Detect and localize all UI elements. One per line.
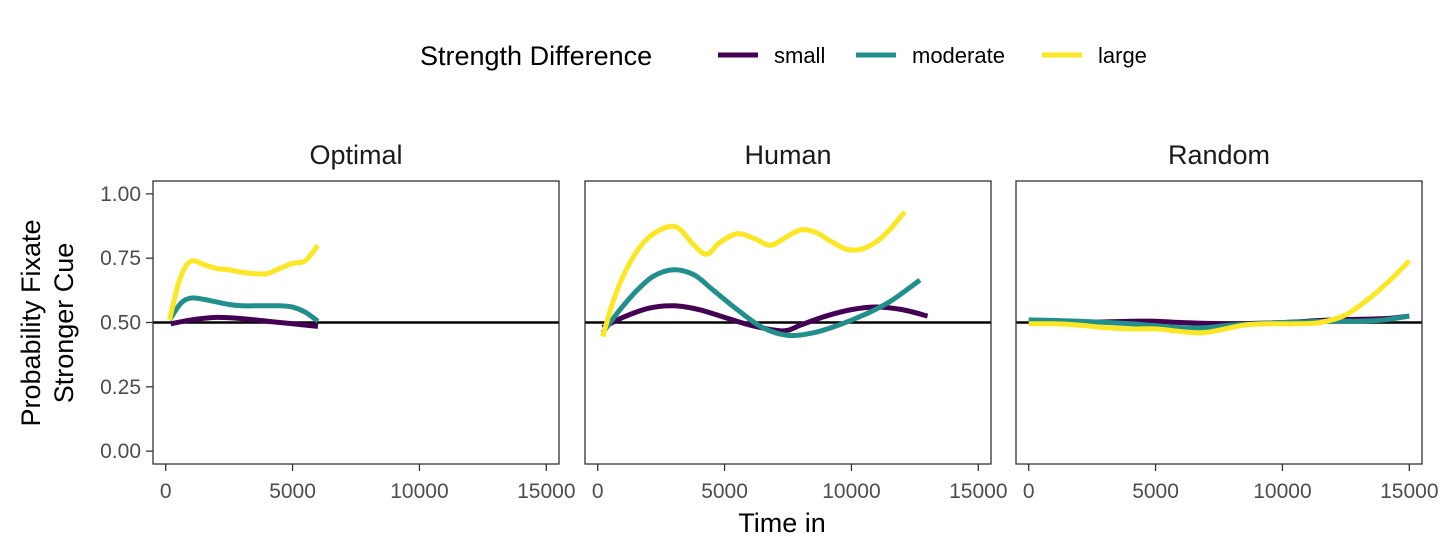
legend-label-large: large xyxy=(1098,43,1147,68)
x-tick-label-optimal-2: 10000 xyxy=(390,480,448,503)
y-axis-title-line-2: Stronger Cue xyxy=(49,243,79,404)
series-line-optimal-moderate xyxy=(167,295,320,324)
series-line-optimal-large xyxy=(167,243,320,321)
panel-random: Random 0 5000 10000 15000 xyxy=(1015,140,1439,503)
y-tick-label-3: 0.75 xyxy=(100,247,141,270)
x-tick-label-human-3: 15000 xyxy=(949,480,1007,503)
legend-label-small: small xyxy=(774,43,825,68)
x-axis-title: Time in xyxy=(738,508,826,538)
panel-title-optimal: Optimal xyxy=(309,140,402,170)
panel-border-human xyxy=(584,180,992,465)
x-tick-label-random-2: 10000 xyxy=(1253,480,1311,503)
x-tick-label-human-0: 0 xyxy=(592,480,604,503)
legend: Strength Difference small moderate large xyxy=(420,41,1147,71)
x-tick-label-random-3: 15000 xyxy=(1380,480,1438,503)
y-axis-title-line-1: Probability Fixate xyxy=(16,219,46,426)
series-line-human-large xyxy=(600,210,907,338)
x-tick-label-optimal-1: 5000 xyxy=(269,480,316,503)
x-tick-label-human-1: 5000 xyxy=(701,480,748,503)
series-line-optimal-small xyxy=(170,314,319,329)
x-tick-label-optimal-0: 0 xyxy=(160,480,172,503)
y-tick-label-0: 0.00 xyxy=(100,440,141,463)
series-line-random-large xyxy=(1028,258,1412,336)
panel-optimal: Optimal 0 5000 10000 15000 0.00 0.25 0.50 0.75 1.… xyxy=(100,140,575,503)
y-axis-title: Probability Fixate Stronger Cue xyxy=(16,219,79,426)
panel-title-human: Human xyxy=(744,140,831,170)
legend-label-moderate: moderate xyxy=(912,43,1005,68)
y-tick-label-4: 1.00 xyxy=(100,183,141,206)
panel-title-random: Random xyxy=(1168,140,1270,170)
panel-human: Human 0 5000 10000 15000 xyxy=(584,140,1008,503)
series-line-human-moderate xyxy=(600,267,922,339)
x-tick-label-random-1: 5000 xyxy=(1132,480,1179,503)
panel-border-random xyxy=(1015,180,1423,465)
x-tick-label-optimal-3: 15000 xyxy=(517,480,575,503)
y-tick-label-1: 0.25 xyxy=(100,376,141,399)
legend-title: Strength Difference xyxy=(420,41,652,71)
x-tick-label-random-0: 0 xyxy=(1023,480,1035,503)
x-tick-label-human-2: 10000 xyxy=(822,480,880,503)
y-tick-label-2: 0.50 xyxy=(100,312,141,335)
